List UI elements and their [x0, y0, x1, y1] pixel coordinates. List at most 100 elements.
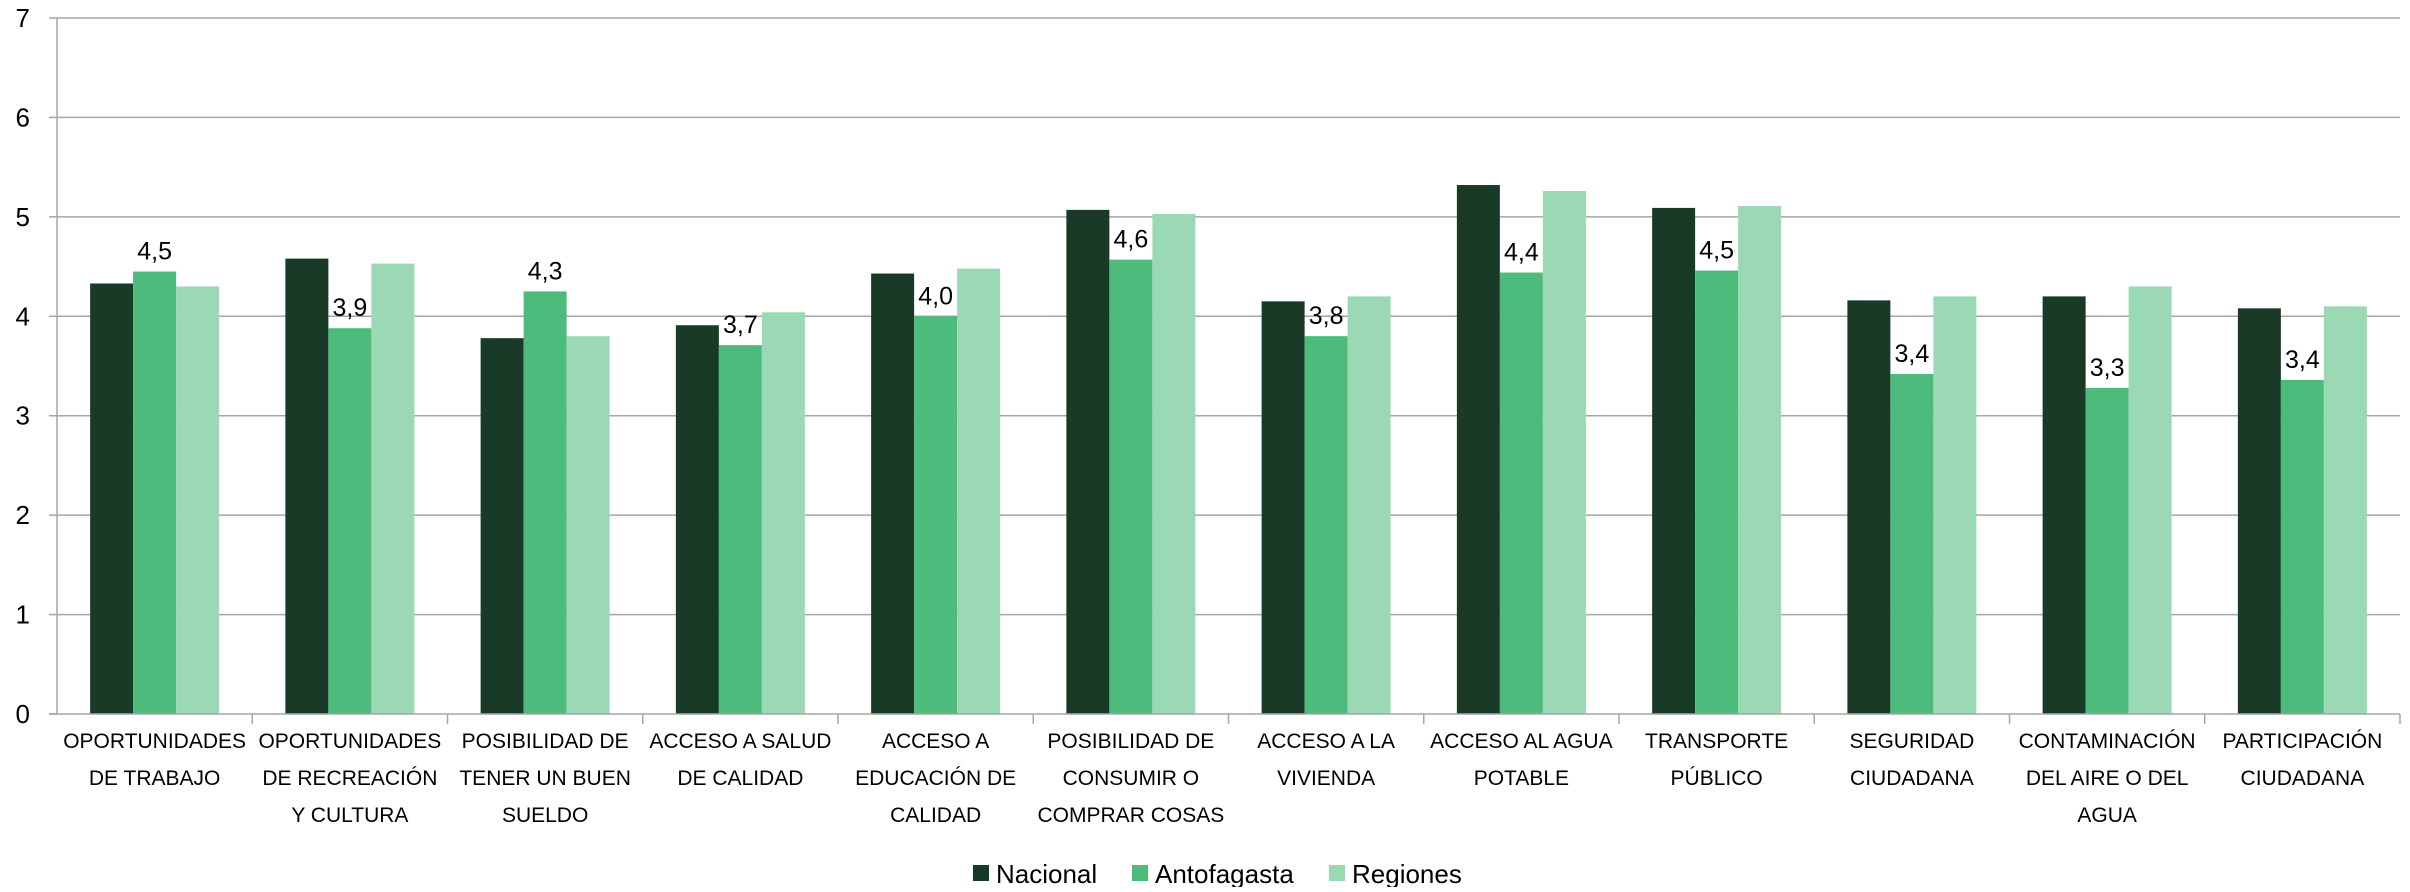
- data-label: 4,5: [1699, 237, 1734, 265]
- data-label: 4,3: [528, 257, 563, 285]
- data-label: 3,7: [723, 311, 758, 339]
- x-category-label: CIUDADANA: [2241, 767, 2365, 790]
- x-category-label: CONSUMIR O: [1063, 767, 1200, 790]
- x-axis-categories: OPORTUNIDADES DE TRABAJO OPORTUNIDADES DE R…: [63, 730, 2382, 827]
- data-label: 3,3: [2090, 354, 2125, 382]
- y-tick-label: 7: [16, 3, 30, 33]
- y-axis-ticks: 0 1 2 3 4 5 6 7: [16, 3, 57, 729]
- data-label: 4,0: [918, 282, 953, 310]
- x-category-label: Y CULTURA: [291, 804, 408, 827]
- x-category-label: PÚBLICO: [1671, 767, 1763, 790]
- x-category-label: POSIBILIDAD DE: [1047, 730, 1214, 753]
- data-label: 4,4: [1504, 239, 1539, 267]
- x-category-label: DEL AIRE O DEL: [2026, 767, 2189, 790]
- bar-antofagasta: [523, 291, 567, 714]
- legend-label: Antofagasta: [1155, 859, 1294, 887]
- data-label: 4,5: [137, 238, 172, 266]
- bar-regiones: [957, 268, 1001, 714]
- x-category-label: DE CALIDAD: [677, 767, 803, 790]
- y-tick-label: 3: [16, 401, 30, 431]
- x-category-label: TRANSPORTE: [1645, 730, 1788, 753]
- bar-nacional: [1261, 301, 1305, 714]
- x-category-label: ACCESO A SALUD: [649, 730, 831, 753]
- legend-swatch-nacional: [973, 865, 989, 881]
- data-label: 3,9: [332, 294, 367, 322]
- y-tick-label: 2: [16, 500, 30, 530]
- bar-nacional: [1456, 185, 1500, 715]
- x-category-label: POSIBILIDAD DE: [462, 730, 629, 753]
- data-label: 4,6: [1113, 226, 1148, 254]
- data-label: 3,4: [2285, 346, 2320, 374]
- x-category-label: VIVIENDA: [1277, 767, 1375, 790]
- x-category-label: CALIDAD: [890, 804, 981, 827]
- bar-regiones: [176, 286, 220, 714]
- y-tick-label: 0: [16, 699, 30, 729]
- bar-regiones: [1347, 296, 1391, 714]
- bar-antofagasta: [1499, 272, 1543, 714]
- bar-antofagasta: [718, 345, 762, 714]
- bar-nacional: [2237, 308, 2281, 714]
- bar-regiones: [1933, 296, 1977, 714]
- x-category-label: SEGURIDAD: [1849, 730, 1974, 753]
- bar-regiones: [2323, 306, 2367, 714]
- bar-regiones: [566, 336, 610, 714]
- bar-antofagasta: [1890, 373, 1934, 714]
- bar-nacional: [871, 273, 915, 714]
- x-category-label: POTABLE: [1474, 767, 1569, 790]
- x-category-label: ACCESO AL AGUA: [1430, 730, 1612, 753]
- legend-swatch-regiones: [1329, 865, 1345, 881]
- y-tick-label: 5: [16, 202, 30, 232]
- legend: Nacional Antofagasta Regiones: [973, 859, 1462, 889]
- bar-regiones: [1738, 205, 1782, 715]
- x-category-label: CIUDADANA: [1850, 767, 1974, 790]
- x-category-label: OPORTUNIDADES: [63, 730, 246, 753]
- x-category-label: SUELDO: [502, 804, 588, 827]
- bar-regiones: [1152, 213, 1196, 715]
- bar-nacional: [675, 325, 719, 714]
- data-label: 3,4: [1894, 340, 1929, 368]
- axes: [49, 18, 2401, 724]
- bar-nacional: [1066, 209, 1110, 714]
- bar-regiones: [2128, 286, 2172, 714]
- y-tick-label: 4: [16, 301, 30, 331]
- bar-nacional: [480, 338, 524, 714]
- x-category-label: DE TRABAJO: [89, 767, 220, 790]
- x-category-label: EDUCACIÓN DE: [855, 767, 1016, 790]
- bar-antofagasta: [1304, 336, 1348, 714]
- bars: [90, 185, 2367, 715]
- bar-regiones: [371, 263, 415, 714]
- x-category-label: OPORTUNIDADES: [258, 730, 441, 753]
- bar-regiones: [1542, 191, 1586, 714]
- bar-antofagasta: [914, 316, 958, 714]
- bar-nacional: [1847, 300, 1891, 714]
- data-label: 3,8: [1309, 302, 1344, 330]
- x-category-label: TENER UN BUEN: [459, 767, 631, 790]
- bar-nacional: [90, 283, 134, 714]
- x-category-label: ACCESO A LA: [1257, 730, 1395, 753]
- bar-antofagasta: [328, 328, 372, 714]
- y-tick-label: 6: [16, 102, 30, 132]
- x-category-label: PARTICIPACIÓN: [2222, 730, 2382, 753]
- bar-nacional: [2042, 296, 2086, 714]
- x-category-label: DE RECREACIÓN: [262, 767, 437, 790]
- y-tick-label: 1: [16, 600, 30, 630]
- legend-label: Nacional: [996, 859, 1097, 887]
- x-category-label: ACCESO A: [882, 730, 989, 753]
- x-category-label: AGUA: [2077, 804, 2137, 827]
- gridlines: [57, 17, 2400, 616]
- bar-antofagasta: [133, 271, 177, 714]
- legend-swatch-antofagasta: [1132, 865, 1148, 881]
- x-category-label: COMPRAR COSAS: [1038, 804, 1225, 827]
- bar-nacional: [1652, 207, 1696, 714]
- bar-regiones: [761, 312, 805, 714]
- x-category-label: CONTAMINACIÓN: [2019, 730, 2196, 753]
- bar-antofagasta: [1109, 259, 1153, 714]
- bar-antofagasta: [1695, 270, 1739, 714]
- bar-antofagasta: [2280, 379, 2324, 714]
- legend-label: Regiones: [1352, 859, 1462, 887]
- data-labels: 4,5 3,9 4,3 3,7 4,0 4,6 3,8 4,4 4,5 3,4 3,3 3,4: [137, 226, 2320, 382]
- bar-antofagasta: [2085, 387, 2129, 714]
- bar-nacional: [285, 258, 329, 714]
